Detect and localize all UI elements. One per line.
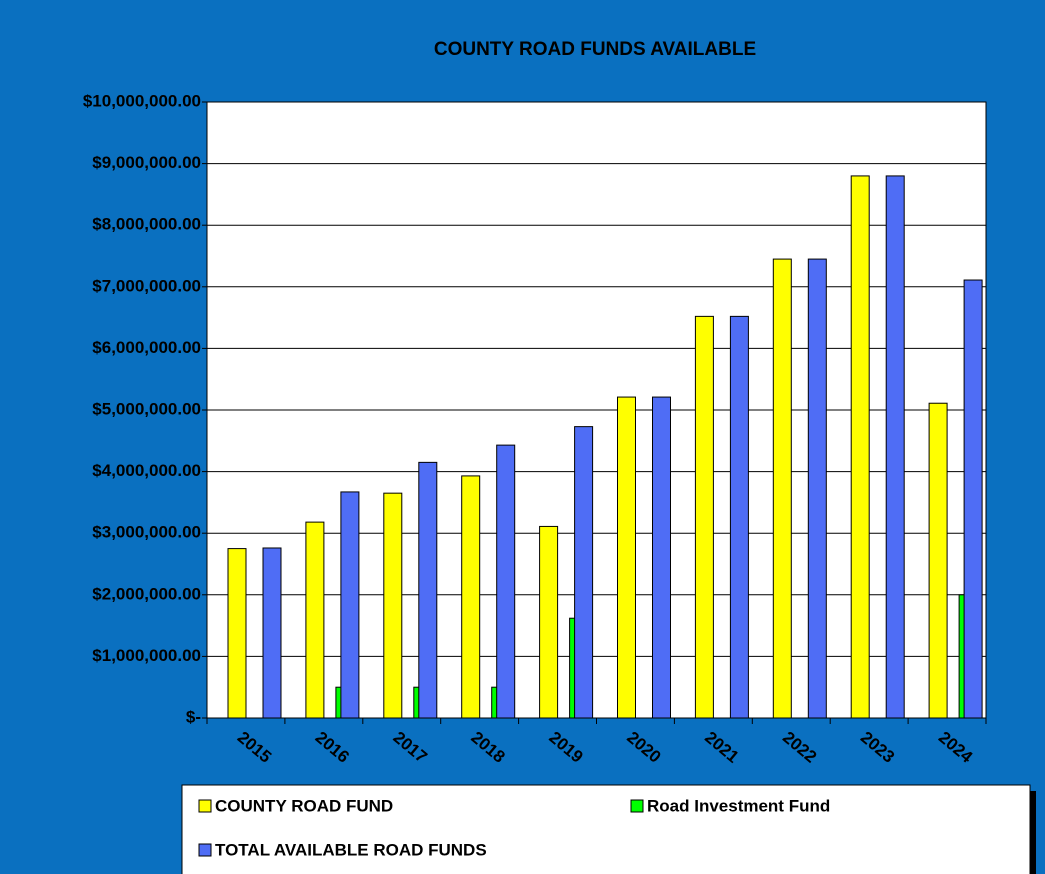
bar — [305, 521, 325, 719]
legend-swatch — [198, 799, 212, 813]
bar — [418, 461, 438, 719]
bar — [227, 548, 247, 719]
y-tick-label: $8,000,000.00 — [92, 215, 201, 234]
bar — [807, 258, 827, 719]
bar — [262, 547, 282, 719]
bar — [340, 491, 360, 719]
y-tick-label: $2,000,000.00 — [92, 584, 201, 603]
bar — [928, 402, 948, 719]
bar — [963, 279, 983, 719]
chart-title: COUNTY ROAD FUNDS AVAILABLE — [434, 39, 756, 60]
y-tick-label: $6,000,000.00 — [92, 338, 201, 357]
y-tick-label: $4,000,000.00 — [92, 461, 201, 480]
bar — [539, 525, 559, 719]
legend — [181, 784, 1031, 874]
y-tick-label: $9,000,000.00 — [92, 153, 201, 172]
bar — [850, 175, 870, 719]
bar — [694, 315, 714, 719]
bar — [652, 396, 671, 719]
bar — [496, 444, 516, 719]
legend-label: Road Investment Fund — [647, 796, 830, 815]
bar — [461, 475, 481, 719]
legend-label: COUNTY ROAD FUND — [215, 796, 393, 815]
bar — [617, 396, 636, 719]
bar — [383, 492, 403, 719]
bar — [772, 258, 792, 719]
y-tick-label: $3,000,000.00 — [92, 523, 201, 542]
bar — [729, 315, 749, 719]
y-tick-label: $- — [186, 707, 201, 726]
legend-swatch — [198, 843, 212, 857]
y-tick-label: $1,000,000.00 — [92, 646, 201, 665]
y-tick-label: $10,000,000.00 — [83, 91, 201, 110]
y-tick-label: $7,000,000.00 — [92, 276, 201, 295]
legend-label: TOTAL AVAILABLE ROAD FUNDS — [215, 840, 487, 859]
bar — [885, 175, 905, 719]
y-tick-label: $5,000,000.00 — [92, 399, 201, 418]
legend-swatch — [630, 799, 644, 813]
bar — [574, 426, 594, 719]
